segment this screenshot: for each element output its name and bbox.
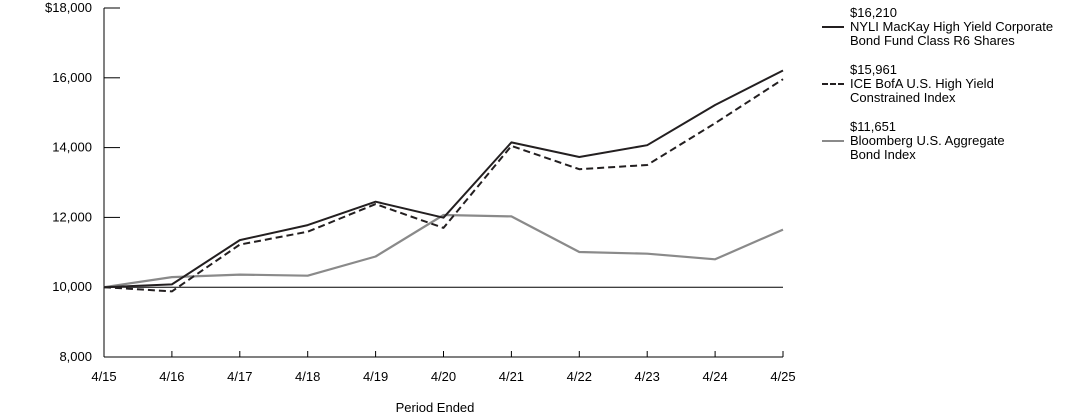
- legend: $16,210 NYLI MacKay High Yield Corporate B…: [820, 6, 1088, 177]
- x-tick-label: 4/21: [499, 369, 524, 384]
- x-axis-ticks: 4/15 4/16 4/17 4/18 4/19 4/20 4/21 4/22 4/23 4/24…: [91, 351, 796, 384]
- y-tick-label: $18,000: [45, 0, 92, 15]
- legend-series-name: NYLI MacKay High Yield Corporate: [850, 19, 1054, 34]
- legend-swatch: [822, 83, 844, 85]
- legend-swatch: [822, 140, 844, 142]
- x-tick-label: 4/20: [431, 369, 456, 384]
- x-axis-label: Period Ended: [396, 400, 475, 415]
- y-axis-ticks: $18,000 16,000 14,000 12,000 10,000 8,000: [45, 0, 120, 364]
- legend-series-name: Bond Index: [850, 147, 916, 162]
- legend-series-name: ICE BofA U.S. High Yield: [850, 76, 994, 91]
- legend-item-1: $15,961 ICE BofA U.S. High Yield Constrain…: [820, 63, 1088, 105]
- x-tick-label: 4/19: [363, 369, 388, 384]
- x-tick-label: 4/18: [295, 369, 320, 384]
- x-tick-label: 4/16: [159, 369, 184, 384]
- y-tick-label: 8,000: [59, 349, 92, 364]
- series-line-2: [103, 213, 784, 289]
- y-tick-label: 16,000: [52, 70, 92, 85]
- legend-item-0: $16,210 NYLI MacKay High Yield Corporate B…: [820, 6, 1088, 48]
- x-tick-label: 4/24: [702, 369, 727, 384]
- x-tick-label: 4/23: [635, 369, 660, 384]
- legend-end-value: $11,651: [850, 119, 897, 134]
- legend-series-name: Bond Fund Class R6 Shares: [850, 33, 1015, 48]
- series-lines: [103, 69, 784, 293]
- x-tick-label: 4/25: [770, 369, 795, 384]
- series-line-1: [103, 78, 784, 293]
- chart-axes: [103, 8, 783, 358]
- legend-swatch: [822, 26, 844, 28]
- x-tick-label: 4/17: [227, 369, 252, 384]
- x-tick-label: 4/15: [91, 369, 116, 384]
- legend-end-value: $15,961: [850, 62, 897, 77]
- x-tick-label: 4/22: [567, 369, 592, 384]
- legend-series-name: Constrained Index: [850, 90, 956, 105]
- legend-end-value: $16,210: [850, 5, 897, 20]
- legend-series-name: Bloomberg U.S. Aggregate: [850, 133, 1005, 148]
- y-tick-label: 14,000: [52, 140, 92, 155]
- y-tick-label: 10,000: [52, 279, 92, 294]
- series-line-0: [103, 69, 784, 289]
- y-tick-label: 12,000: [52, 209, 92, 224]
- legend-item-2: $11,651 Bloomberg U.S. Aggregate Bond Inde…: [820, 120, 1088, 162]
